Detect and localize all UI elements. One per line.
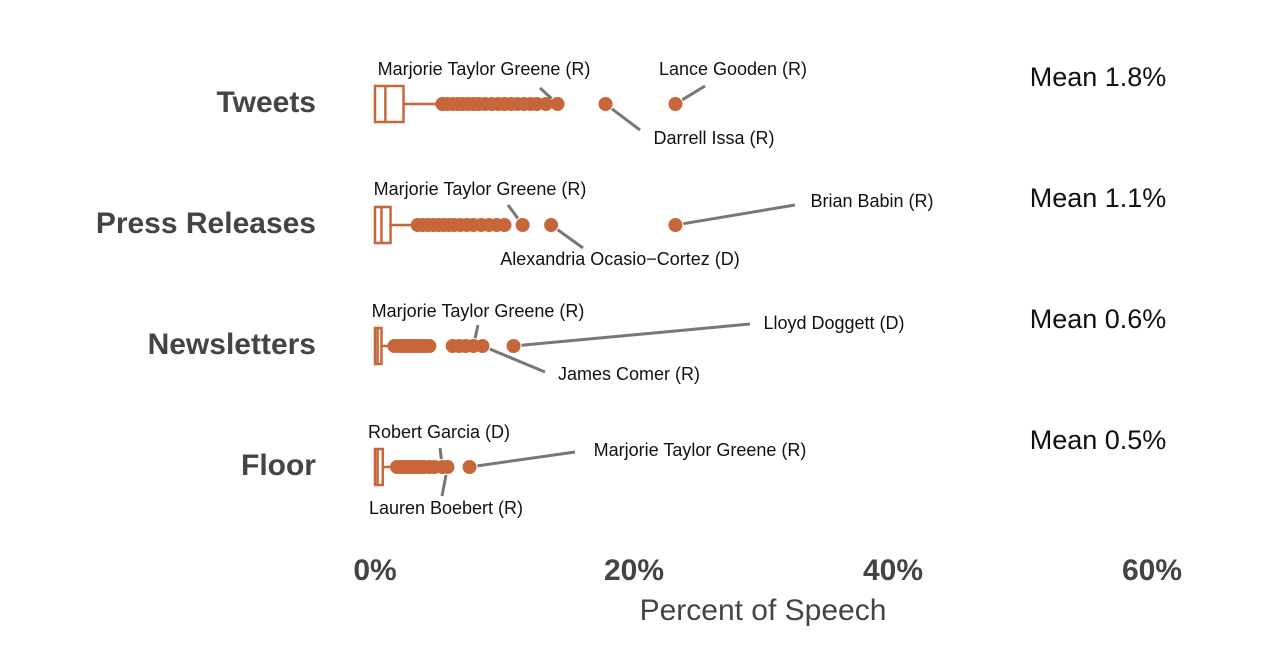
annotation-line: [477, 450, 576, 468]
annotation-label: Lance Gooden (R): [659, 59, 807, 79]
category-label: Newsletters: [148, 328, 316, 361]
annotation-label: Marjorie Taylor Greene (R): [372, 301, 585, 321]
annotation-line: [538, 86, 553, 100]
annotation-line: [521, 322, 751, 347]
x-tick-label: 0%: [353, 554, 396, 587]
annotated-point: [475, 339, 490, 353]
mean-label: Mean 1.8%: [1030, 62, 1167, 92]
box: [373, 84, 405, 124]
annotation-line: [681, 84, 706, 102]
annotation-line: [438, 447, 443, 460]
category-label: Floor: [241, 449, 316, 482]
mean-label: Mean 0.6%: [1030, 304, 1167, 334]
annotation-label: Marjorie Taylor Greene (R): [378, 59, 591, 79]
box: [373, 205, 392, 245]
annotated-point: [515, 218, 530, 232]
annotated-point: [440, 460, 455, 474]
annotation-line: [506, 204, 520, 220]
x-tick-label: 20%: [604, 554, 664, 587]
x-tick-label: 40%: [863, 554, 923, 587]
annotation-label: Alexandria Ocasio−Cortez (D): [500, 249, 740, 269]
annotation-label: Robert Garcia (D): [368, 422, 510, 442]
annotation-line: [440, 474, 448, 497]
x-tick-label: 60%: [1122, 554, 1182, 587]
annotation-label: James Comer (R): [558, 364, 700, 384]
annotation-label: Brian Babin (R): [810, 191, 933, 211]
outlier-point: [538, 97, 553, 111]
annotation-label: Marjorie Taylor Greene (R): [374, 179, 587, 199]
mean-label: Mean 0.5%: [1030, 425, 1167, 455]
annotated-point: [668, 218, 683, 232]
annotation-label: Lloyd Doggett (D): [763, 313, 904, 333]
annotation-label: Marjorie Taylor Greene (R): [594, 440, 807, 460]
annotated-point: [550, 97, 565, 111]
annotation-label: Darrell Issa (R): [653, 128, 774, 148]
annotated-point: [544, 218, 559, 232]
annotation-line: [489, 347, 546, 374]
annotation-label: Lauren Boebert (R): [369, 498, 523, 518]
box: [373, 447, 385, 487]
annotated-point: [506, 339, 521, 353]
category-label: Press Releases: [96, 207, 316, 240]
category-label: Tweets: [217, 86, 316, 119]
x-axis-title: Percent of Speech: [640, 594, 887, 627]
annotation-line: [610, 107, 641, 132]
annotation-line: [473, 324, 480, 339]
annotated-point: [598, 97, 613, 111]
outlier-point: [422, 339, 437, 353]
mean-label: Mean 1.1%: [1030, 183, 1167, 213]
outlier-point: [497, 218, 512, 232]
annotated-point: [668, 97, 683, 111]
annotated-point: [462, 460, 477, 474]
annotation-line: [556, 228, 584, 250]
annotation-line: [683, 203, 796, 226]
